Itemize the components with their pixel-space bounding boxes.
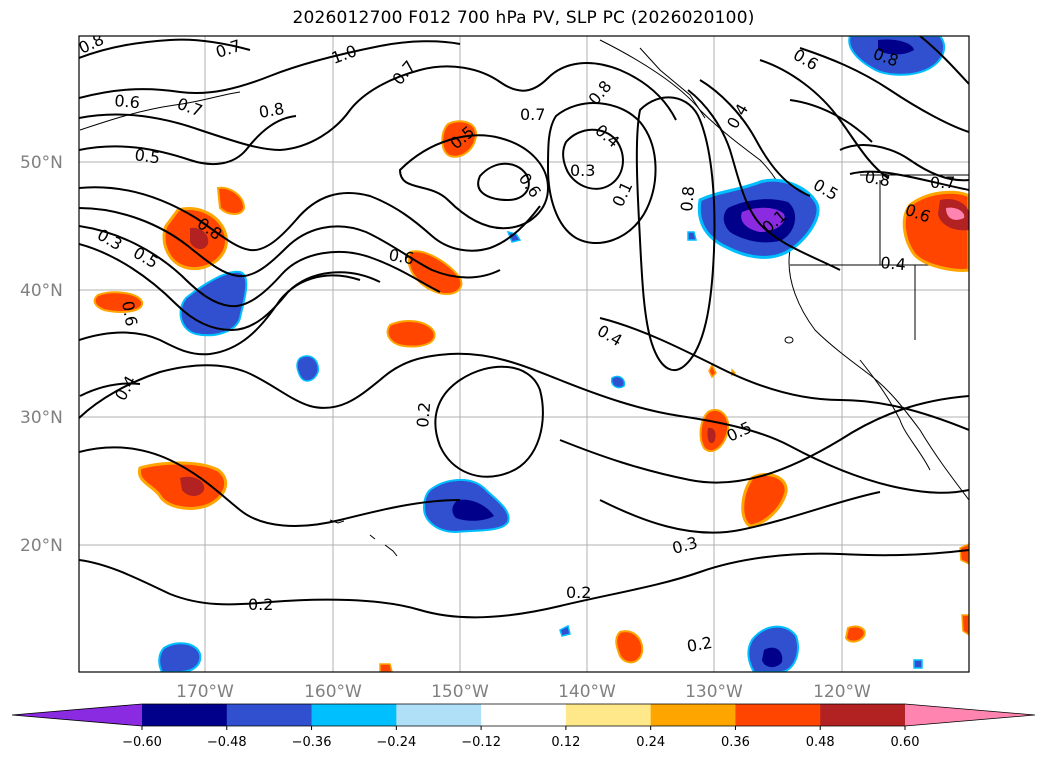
colorbar: −0.60 −0.48 −0.36 −0.24 −0.12 0.12 0.24 0.36 0.4… [11,703,1036,750]
colorbar-swatch [565,704,652,726]
svg-text:0.6: 0.6 [387,245,415,268]
svg-text:0.7: 0.7 [520,105,545,124]
svg-text:0.3: 0.3 [570,161,595,180]
colorbar-tick-label: 0.60 [891,735,920,750]
colorbar-tick-label: −0.12 [461,735,501,750]
colorbar-swatch [396,704,482,726]
pv-contours [79,36,969,619]
svg-text:0.5: 0.5 [133,145,161,167]
colorbar-extend-min [12,704,142,726]
svg-text:0.6: 0.6 [118,299,141,327]
lon-label: 160°W [304,682,362,702]
lat-label: 40°N [20,281,63,301]
colorbar-tick-label: −0.48 [207,735,247,750]
colorbar-tick-label: 0.12 [551,735,580,750]
colorbar-tick-label: 0.48 [806,735,835,750]
colorbar-swatch [481,704,567,726]
map-title: 2026012700 F012 700 hPa PV, SLP PC (2026… [292,8,755,28]
colorbar-extend-max [905,704,1035,726]
map-frame [78,35,970,673]
svg-text:0.2: 0.2 [248,595,273,614]
svg-text:0.4: 0.4 [880,253,907,274]
colorbar-tick-label: −0.36 [292,735,332,750]
lon-label: 150°W [431,682,489,702]
colorbar-tick-label: −0.24 [376,735,416,750]
pv-shading [93,36,969,672]
colorbar-tick-label: 0.24 [636,735,665,750]
colorbar-swatch [142,704,228,726]
map-background [79,36,969,672]
lat-label: 50°N [20,153,63,173]
colorbar-swatch [311,704,397,726]
colorbar-tick-label: 0.36 [721,735,750,750]
colorbar-tick-label: −0.60 [122,735,162,750]
lon-label: 140°W [558,682,616,702]
svg-text:0.8: 0.8 [257,99,285,122]
svg-text:0.6: 0.6 [114,91,141,112]
svg-text:0.7: 0.7 [930,173,955,192]
lat-label: 20°N [20,536,63,556]
colorbar-swatch [650,704,736,726]
colorbar-swatch [226,704,313,726]
latitude-labels: 50°N 40°N 30°N 20°N [20,153,63,556]
svg-text:0.2: 0.2 [685,633,713,656]
lon-label: 170°W [176,682,234,702]
coastlines [79,39,969,557]
svg-text:0.2: 0.2 [413,401,434,428]
svg-text:0.8: 0.8 [863,167,891,190]
lon-label: 130°W [685,682,743,702]
colorbar-swatch [820,704,906,726]
svg-text:0.2: 0.2 [566,583,591,602]
lat-label: 30°N [20,408,63,428]
colorbar-swatch [735,704,821,726]
svg-text:0.8: 0.8 [677,185,698,212]
lon-label: 120°W [813,682,871,702]
longitude-labels: 170°W 160°W 150°W 140°W 130°W 120°W [176,682,871,702]
